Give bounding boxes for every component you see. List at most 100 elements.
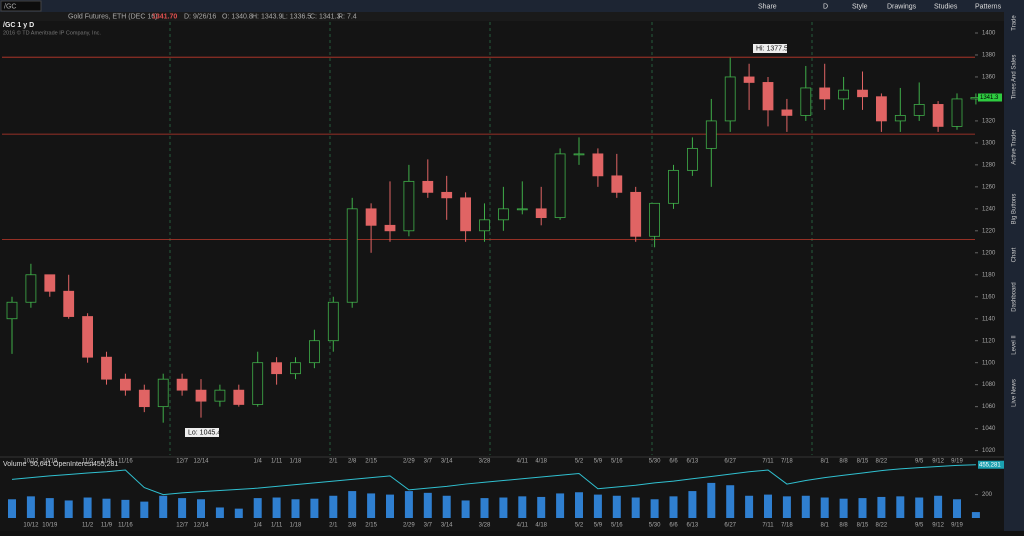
candle-body — [460, 197, 472, 232]
candle-body — [346, 208, 358, 303]
volume-bar — [764, 494, 772, 518]
symbol: /GC — [4, 3, 16, 10]
volume-bar — [801, 495, 810, 518]
sidebar-tab[interactable]: Trade — [1012, 15, 1018, 31]
x-tick-label: 2/8 — [348, 459, 357, 465]
x-tick-label: 2/8 — [348, 523, 357, 529]
candle-body — [573, 153, 585, 156]
candle-body — [554, 153, 566, 219]
x-tick-label: 3/7 — [424, 459, 433, 465]
x-tick-label: 1/11 — [271, 459, 283, 465]
volume-bar — [215, 507, 224, 518]
volume-bar — [726, 485, 735, 518]
x-tick-label: 8/15 — [857, 459, 869, 465]
volume-bar — [631, 497, 640, 518]
x-tick-label: 5/2 — [575, 523, 584, 529]
y-tick-label: 1120 — [982, 338, 996, 344]
toolbar-button[interactable]: Drawings — [887, 3, 917, 10]
x-tick-label: 5/16 — [611, 459, 623, 465]
y-tick-label: 1080 — [982, 382, 996, 388]
toolbar-button[interactable]: D — [823, 3, 828, 10]
x-tick-label: 9/19 — [951, 459, 963, 465]
y-tick-label: 1060 — [982, 404, 996, 410]
x-tick-label: 5/2 — [575, 459, 584, 465]
y-tick-label: 1040 — [982, 426, 996, 432]
sidebar-tab[interactable]: Big Buttons — [1012, 194, 1018, 225]
x-tick-label: 7/18 — [781, 459, 793, 465]
candle-body — [630, 191, 642, 237]
sidebar-tab[interactable]: Level II — [1012, 335, 1018, 355]
x-tick-label: 2/1 — [329, 523, 338, 529]
x-tick-label: 8/8 — [839, 459, 848, 465]
description: Gold Futures, ETH (DEC 16) — [68, 13, 157, 20]
candle-body — [120, 378, 131, 391]
y-tick-label: 1240 — [982, 206, 996, 212]
candle-body — [838, 89, 849, 100]
y-tick-label: 1300 — [982, 140, 996, 146]
volume-bar — [64, 500, 73, 518]
symbol-box[interactable] — [0, 0, 42, 12]
volume-bar — [461, 500, 470, 518]
sidebar-tab[interactable]: Dashboard — [1012, 282, 1018, 311]
volume-bar — [159, 495, 168, 518]
candle-body — [138, 389, 150, 408]
y-tick-label: 1200 — [982, 250, 996, 256]
x-tick-label: 6/6 — [669, 523, 678, 529]
candle-body — [932, 104, 944, 127]
header-bar — [0, 12, 1024, 21]
candle-body — [384, 224, 396, 232]
x-tick-label: 3/14 — [441, 523, 453, 529]
x-tick-label: 5/9 — [594, 459, 603, 465]
toolbar-button[interactable]: Patterns — [975, 3, 1002, 10]
volume-bar — [8, 499, 16, 518]
candle-body — [743, 76, 755, 83]
candle-body — [82, 316, 93, 358]
x-tick-label: 6/27 — [724, 523, 736, 529]
x-tick-label: 3/7 — [424, 523, 433, 529]
legend: Volume — [3, 461, 26, 468]
sidebar-tab[interactable]: Times And Sales — [1012, 55, 1018, 100]
candle-body — [516, 208, 528, 211]
sidebar-tab[interactable]: Chart — [1012, 247, 1018, 262]
y-tick-label: 1320 — [982, 118, 996, 124]
candle-body — [157, 378, 169, 408]
y-tick-label: 1280 — [982, 162, 996, 168]
x-tick-label: 12/7 — [176, 523, 188, 529]
oi-box — [978, 460, 1004, 469]
toolbar-button[interactable]: Share — [758, 3, 777, 10]
x-tick-label: 11/2 — [82, 523, 94, 529]
annotation: Hi: 1377.5 — [756, 45, 788, 52]
candle-body — [214, 389, 226, 402]
candle-body — [649, 202, 660, 237]
sidebar-tab[interactable]: Live News — [1012, 379, 1018, 407]
volume-bar — [253, 498, 262, 518]
candle-body — [762, 82, 774, 111]
volume-bar — [348, 491, 357, 518]
toolbar-button[interactable]: Style — [852, 3, 868, 10]
x-tick-label: 9/12 — [932, 523, 944, 529]
x-tick-label: 10/19 — [42, 459, 58, 465]
x-tick-label: 2/29 — [403, 523, 415, 529]
toolbar-button[interactable]: Studies — [934, 3, 958, 10]
volume-bar — [839, 498, 848, 518]
x-tick-label: 9/5 — [915, 523, 924, 529]
session-lines — [169, 22, 813, 455]
sidebar-tab[interactable]: Active Trader — [1012, 129, 1018, 164]
hi-box — [753, 44, 787, 53]
volume-bar — [915, 497, 924, 518]
candle-body — [800, 87, 812, 116]
candle-body — [724, 76, 736, 122]
x-tick-label: 8/22 — [876, 459, 888, 465]
stat: D: 9/26/16 — [184, 13, 216, 20]
x-tick-label: 2/15 — [365, 459, 377, 465]
x-tick-label: 5/9 — [594, 523, 603, 529]
volume-bar — [707, 482, 716, 518]
x-tick-label: 9/12 — [932, 459, 944, 465]
volume-bar — [669, 496, 678, 518]
volume-bar — [310, 498, 319, 518]
x-tick-label: 6/13 — [687, 523, 699, 529]
annotation: Lo: 1045.4 — [188, 429, 221, 436]
x-tick-label: 1/4 — [254, 459, 263, 465]
